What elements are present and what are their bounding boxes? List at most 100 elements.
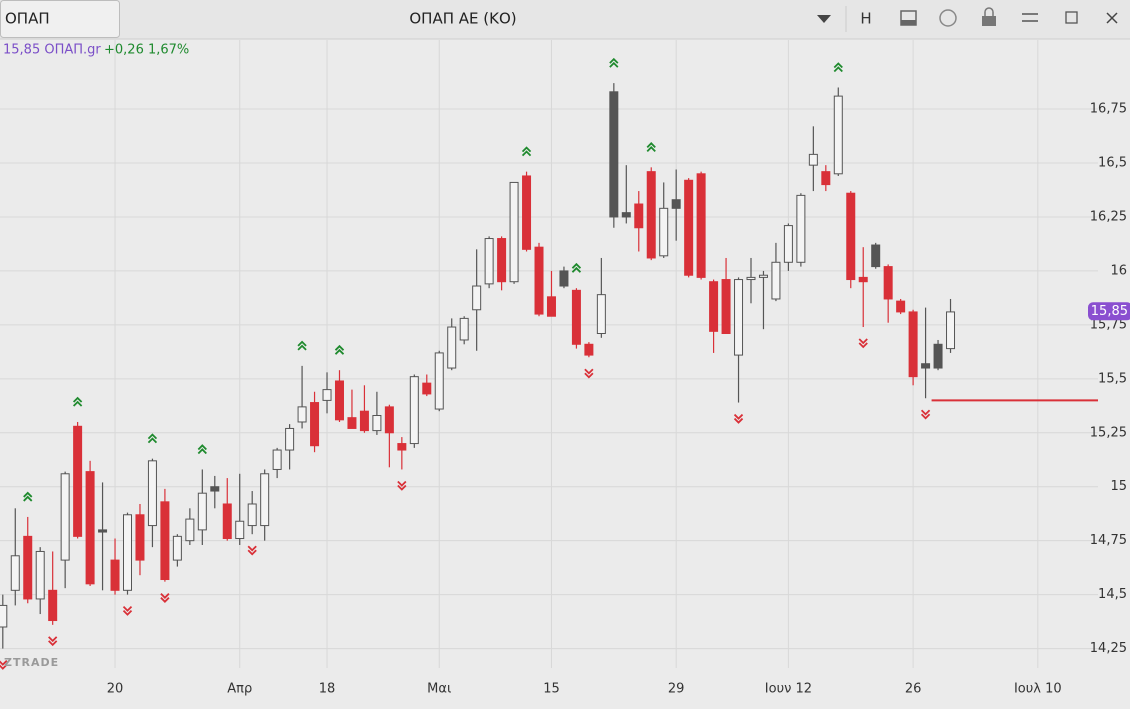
x-tick-label: Ιουλ 10 <box>1014 682 1062 697</box>
fractal-up <box>521 146 532 157</box>
fractal-up <box>72 396 83 407</box>
fractal-up <box>571 262 582 273</box>
candle-body <box>571 289 581 345</box>
candle-body <box>422 382 432 395</box>
quote-price: 15,85 ΟΠΑΠ.gr <box>3 43 101 58</box>
y-tick-label: 16,5 <box>1098 156 1127 171</box>
candle-body <box>334 380 344 421</box>
candle-body <box>110 559 120 591</box>
candle-body <box>48 589 58 622</box>
candle-body <box>359 410 369 432</box>
fractal-up <box>297 340 307 351</box>
fractal-up <box>833 62 843 73</box>
y-tick-label: 15,25 <box>1090 425 1127 440</box>
quote-change: +0,26 1,67% <box>104 43 189 58</box>
x-tick-label: 18 <box>319 682 336 697</box>
symbol-box[interactable] <box>0 0 120 38</box>
candle-body <box>833 95 843 175</box>
fractal-down <box>920 409 931 420</box>
watermark: ZTRADE <box>4 656 59 669</box>
fractal-down <box>48 636 58 647</box>
y-tick-label: 15,75 <box>1090 317 1127 332</box>
candle-body <box>696 173 706 278</box>
candle-body <box>858 276 868 283</box>
candle-body <box>946 311 956 350</box>
fractal-up <box>334 344 345 355</box>
candle-body <box>222 503 232 540</box>
close-icon[interactable] <box>1106 12 1118 24</box>
candle-body <box>671 199 681 209</box>
candle-body <box>522 175 532 250</box>
candle-body <box>846 192 856 281</box>
fractal-down <box>733 413 744 424</box>
menu-icon[interactable] <box>1022 13 1038 22</box>
candle-body <box>60 473 70 561</box>
candle-body <box>73 425 83 537</box>
candle-body <box>272 449 282 470</box>
candle-body <box>247 503 257 527</box>
candle-body <box>409 376 419 445</box>
y-tick-label: 16,25 <box>1090 209 1127 224</box>
quote-icon[interactable] <box>939 9 957 27</box>
y-tick-label: 16 <box>1110 263 1127 278</box>
fractal-down <box>122 605 133 616</box>
x-tick-label: 26 <box>905 682 922 697</box>
candle-body <box>883 266 893 300</box>
panel-icon-fill <box>901 20 916 25</box>
fractal-down <box>0 659 8 670</box>
fractal-down <box>858 338 868 349</box>
y-tick-label: 14,5 <box>1098 587 1127 602</box>
candle-body <box>297 406 307 423</box>
candle-body <box>808 153 818 166</box>
plot: 14,25 14,5 14,75 15 15,25 15,5 15,75 16 16,25 16,… <box>0 40 1127 697</box>
candle-body <box>484 238 494 285</box>
candle-body <box>285 427 295 451</box>
candle-body <box>783 225 793 263</box>
candle-body <box>185 518 195 542</box>
window-title: ΟΠΑΠ ΑΕ (ΚΟ) <box>409 10 516 28</box>
candle-body <box>260 473 270 527</box>
candle-body <box>659 207 669 257</box>
h-button[interactable]: H <box>860 10 871 28</box>
candle-body <box>684 179 694 276</box>
candle-body <box>0 604 8 628</box>
candle-body <box>709 281 719 332</box>
y-tick-label: 15,5 <box>1098 371 1127 386</box>
y-tick-label: 14,25 <box>1090 641 1127 656</box>
candle-body <box>758 274 768 278</box>
x-tick-label: 15 <box>543 682 560 697</box>
candle-body <box>796 194 806 263</box>
candle-body <box>771 261 781 300</box>
maximize-icon[interactable] <box>1065 11 1078 24</box>
candle-body <box>546 296 556 317</box>
candle-body <box>397 443 407 451</box>
candle-body <box>459 317 469 341</box>
candle-body <box>85 471 95 585</box>
candle-body <box>434 352 444 410</box>
y-tick-label: 14,75 <box>1090 533 1127 548</box>
candle-body <box>35 550 45 600</box>
candle-body <box>634 203 644 229</box>
x-tick-label: Μαι <box>427 682 451 697</box>
candle-body <box>10 555 20 591</box>
candle-body <box>384 406 394 434</box>
x-tick-label: Απρ <box>227 682 252 697</box>
candle-body <box>210 486 220 492</box>
candle-body <box>310 402 320 447</box>
lock-icon[interactable] <box>982 16 996 26</box>
candle-body <box>160 501 170 581</box>
fractal-up <box>23 491 33 502</box>
x-tick-label: 20 <box>107 682 124 697</box>
last-price-badge <box>1088 302 1130 321</box>
fractal-down <box>397 480 407 491</box>
symbol: ΟΠΑΠ <box>5 10 50 28</box>
candle-body <box>621 212 631 218</box>
candle-body <box>98 529 108 533</box>
candle-body <box>609 91 619 218</box>
dropdown-icon[interactable] <box>817 15 831 23</box>
candle-body <box>821 171 831 186</box>
fractal-down <box>247 545 257 556</box>
candle-body <box>447 326 457 369</box>
